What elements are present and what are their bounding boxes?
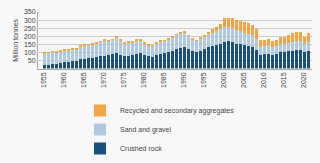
svg-text:1995: 1995 xyxy=(200,72,207,88)
svg-text:1955: 1955 xyxy=(40,72,47,88)
svg-text:1970: 1970 xyxy=(100,72,107,88)
svg-text:150: 150 xyxy=(24,41,36,48)
svg-text:2020: 2020 xyxy=(300,72,307,88)
svg-text:1990: 1990 xyxy=(180,72,187,88)
svg-text:2015: 2015 xyxy=(280,72,287,88)
svg-text:Million tonnes: Million tonnes xyxy=(12,18,19,61)
svg-text:1975: 1975 xyxy=(120,72,127,88)
svg-text:Crushed rock: Crushed rock xyxy=(120,145,162,152)
svg-text:1965: 1965 xyxy=(80,72,87,88)
svg-text:2010: 2010 xyxy=(260,72,267,88)
svg-text:250: 250 xyxy=(24,25,36,32)
svg-text:1960: 1960 xyxy=(60,72,67,88)
svg-text:Sand and gravel: Sand and gravel xyxy=(120,126,171,134)
svg-text:Recycled and secondary aggrega: Recycled and secondary aggregates xyxy=(120,107,234,115)
svg-text:200: 200 xyxy=(24,33,36,40)
svg-text:300: 300 xyxy=(24,17,36,24)
svg-text:350: 350 xyxy=(24,8,36,15)
svg-text:1980: 1980 xyxy=(140,72,147,88)
svg-text:2005: 2005 xyxy=(240,72,247,88)
svg-text:1985: 1985 xyxy=(160,72,167,88)
svg-text:50: 50 xyxy=(28,57,36,64)
svg-text:2000: 2000 xyxy=(220,72,227,88)
svg-text:100: 100 xyxy=(24,49,36,56)
